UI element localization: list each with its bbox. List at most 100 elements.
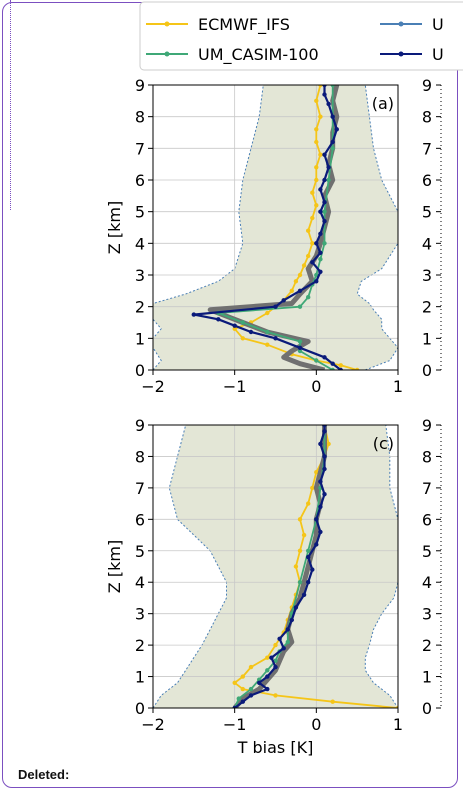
series-line-3	[234, 425, 326, 708]
series-point-3	[322, 219, 327, 224]
right-axis-tick-label: 0	[422, 699, 432, 718]
series-point-0	[338, 363, 343, 368]
series-point-3	[285, 627, 290, 632]
x-tick-label: −1	[223, 377, 247, 396]
series-point-3	[232, 323, 237, 328]
right-axis-tick-label: 9	[422, 76, 432, 95]
right-axis-tick-label: 5	[422, 203, 432, 222]
right-axis-tick-label: 4	[422, 573, 432, 592]
series-point-0	[232, 326, 237, 331]
series-point-3	[273, 336, 278, 341]
series-point-0	[314, 139, 319, 145]
series-point-0	[265, 310, 270, 316]
series-point-3	[240, 699, 245, 704]
series-point-2	[322, 209, 327, 214]
right-axis-tick-label: 3	[422, 266, 432, 285]
series-point-3	[277, 636, 282, 641]
panel-label: (a)	[372, 94, 394, 113]
series-point-0	[248, 664, 254, 670]
legend-entry-u-blue: U	[380, 15, 444, 34]
series-point-3	[318, 441, 323, 447]
legend-label-u-navy: U	[432, 45, 444, 64]
right-axis-tick-label: 0	[422, 361, 432, 380]
right-axis-tick-label: 3	[422, 605, 432, 624]
series-point-3	[232, 705, 237, 708]
series-point-3	[248, 329, 254, 335]
series-point-3	[293, 605, 299, 610]
x-tick-label: 0	[311, 377, 321, 396]
series-point-3	[273, 304, 278, 309]
series-point-2	[240, 320, 245, 325]
series-point-3	[306, 580, 311, 585]
series-point-0	[306, 253, 311, 259]
series-point-0	[273, 693, 278, 698]
series-point-3	[318, 187, 323, 192]
series-point-0	[265, 655, 270, 660]
series-point-3	[318, 269, 323, 274]
series-point-0	[297, 517, 303, 522]
legend-entry-u-navy: U	[380, 45, 444, 64]
series-point-0	[301, 532, 307, 538]
series-point-2	[236, 696, 241, 701]
series-point-0	[310, 215, 315, 221]
legend-entry-ecmwf: ECMWF_IFS	[146, 15, 290, 35]
series-point-3	[216, 317, 221, 322]
series-point-3	[330, 361, 335, 366]
y-axis-label: Z [km]	[105, 201, 124, 254]
right-axis-tick-label: 1	[422, 668, 432, 687]
series-point-3	[297, 345, 303, 350]
series-point-3	[334, 127, 339, 132]
series-point-3	[265, 686, 270, 692]
series-point-2	[330, 367, 335, 370]
series-point-2	[265, 668, 270, 673]
x-tick-label: −2	[141, 377, 165, 396]
right-axis-tick-label: 2	[422, 636, 432, 655]
series-point-0	[240, 674, 245, 679]
series-point-3	[322, 454, 327, 459]
right-axis-tick-label: 7	[422, 479, 432, 498]
series-point-3	[281, 646, 286, 651]
series-point-2	[322, 241, 327, 246]
y-tick-label: 2	[135, 298, 145, 317]
series-point-2	[297, 580, 303, 585]
series-point-3	[322, 492, 327, 497]
series-point-0	[318, 114, 323, 119]
series-point-3	[314, 542, 319, 547]
series-point-3	[310, 567, 315, 572]
series-point-0	[395, 705, 398, 708]
x-axis-label: T bias [K]	[237, 738, 314, 757]
series-point-2	[306, 295, 311, 300]
band-lower-edge	[153, 425, 227, 708]
series-point-2	[297, 304, 303, 309]
series-point-3	[314, 279, 319, 284]
y-tick-label: 5	[135, 203, 145, 222]
series-point-0	[273, 642, 278, 648]
series-point-0	[318, 152, 323, 157]
y-tick-label: 1	[135, 329, 145, 348]
series-point-3	[289, 617, 294, 623]
series-point-0	[330, 699, 335, 704]
series-point-3	[322, 425, 327, 428]
series-point-2	[306, 548, 311, 553]
series-point-2	[248, 686, 254, 692]
band-lower-edge	[153, 85, 264, 370]
frame-dotted-edge	[0, 0, 11, 210]
series-point-0	[306, 228, 311, 233]
series-point-3	[322, 92, 327, 97]
y-tick-label: 3	[135, 605, 145, 624]
series-point-3	[326, 165, 331, 170]
series-point-3	[338, 367, 343, 370]
y-tick-label: 0	[135, 699, 145, 718]
right-axis-tick-label: 5	[422, 542, 432, 561]
legend: ECMWF_IFS UM_CASIM-100 U U	[139, 1, 463, 71]
series-point-0	[293, 279, 299, 284]
series-point-2	[314, 358, 319, 363]
x-tick-label: 1	[393, 377, 403, 396]
series-point-3	[318, 231, 323, 236]
y-tick-label: 9	[135, 416, 145, 435]
series-point-0	[293, 564, 299, 569]
